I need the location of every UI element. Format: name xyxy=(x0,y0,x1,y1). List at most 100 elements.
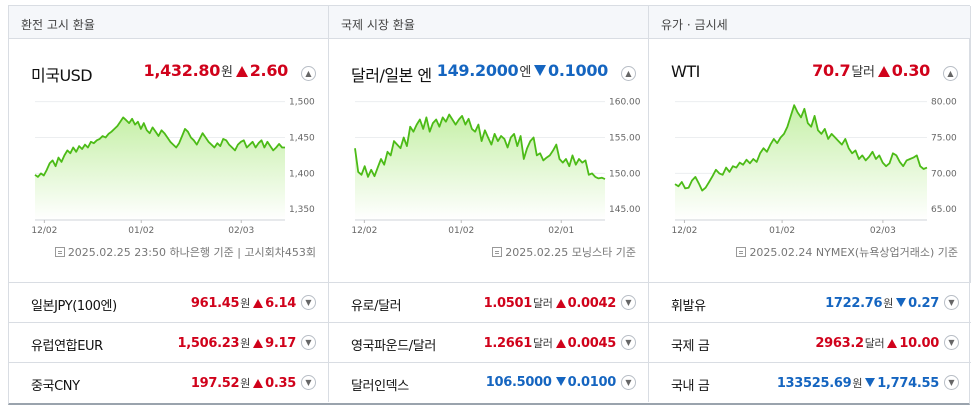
x-tick-label: 02/03 xyxy=(228,226,254,236)
panel-header[interactable]: 국제 시장 환율 xyxy=(329,6,648,39)
y-tick-label: 80.00 xyxy=(931,98,957,108)
area-fill xyxy=(35,117,285,220)
area-fill xyxy=(675,105,927,220)
chevron-down-icon[interactable]: ▼ xyxy=(301,375,316,390)
panel-exchange-rate: 환전 고시 환율 미국USD 1,432.80원 2.60 ▲ 1,500 1,45… xyxy=(9,6,329,282)
quote-name: 달러인덱스 xyxy=(351,379,409,394)
quote-value: 2963.2 xyxy=(815,336,864,351)
x-tick-label: 02/01 xyxy=(548,226,574,236)
quote-name: 휘발유 xyxy=(671,299,706,314)
up-triangle-icon xyxy=(253,339,264,348)
quote-value-group: 1.0501달러 0.0042 xyxy=(483,295,617,311)
chevron-up-icon[interactable]: ▲ xyxy=(621,66,636,81)
quote-value-group: 149.2000엔 0.1000 xyxy=(437,61,609,80)
quote-unit: 달러 xyxy=(864,337,885,350)
quote-cell[interactable]: 휘발유 1722.76원 0.27 ▼ xyxy=(649,283,971,322)
series-line xyxy=(354,113,606,180)
source-note: 2025.02.24 NYMEX(뉴욕상업거래소) 기준 xyxy=(736,244,958,260)
quote-name: 유로/달러 xyxy=(351,299,402,314)
jpy-chart: 160.00 155.00 150.00 145.00 12/02 01/02 02/01 xyxy=(351,98,641,236)
quote-change: 0.1000 xyxy=(548,61,608,80)
area-fill xyxy=(355,114,605,220)
x-tick-label: 01/02 xyxy=(128,226,154,236)
quote-unit: 원 xyxy=(221,65,233,80)
chevron-down-icon[interactable]: ▼ xyxy=(301,295,316,310)
quote-change: 0.0045 xyxy=(567,336,617,351)
quote-name: 국제 금 xyxy=(671,339,710,354)
down-triangle-icon xyxy=(896,298,907,307)
chevron-up-icon[interactable]: ▲ xyxy=(301,66,316,81)
chevron-down-icon[interactable]: ▼ xyxy=(621,295,636,310)
down-triangle-icon xyxy=(534,65,547,76)
y-tick-label: 1,350 xyxy=(289,205,315,215)
panel-oil-gold: 유가 · 금시세 WTI 70.7달러 0.30 ▲ 80.00 75.00 70.0… xyxy=(649,6,971,282)
panel-header[interactable]: 환전 고시 환율 xyxy=(9,6,328,39)
chevron-down-icon[interactable]: ▼ xyxy=(621,375,636,390)
quote-cell[interactable]: 유럽연합EUR 1,506.23원 9.17 ▼ xyxy=(9,323,329,362)
chevron-up-icon[interactable]: ▲ xyxy=(943,66,958,81)
document-icon xyxy=(736,247,747,257)
x-tick-label: 02/03 xyxy=(870,226,896,236)
quote-value-group: 1,506.23원 9.17 xyxy=(177,335,297,351)
quote-unit: 원 xyxy=(240,337,251,350)
quote-value: 961.45 xyxy=(190,296,240,311)
quote-value: 1,506.23 xyxy=(177,336,240,351)
quote-value-group: 1722.76원 0.27 xyxy=(825,295,939,311)
y-tick-label: 75.00 xyxy=(931,133,957,143)
up-triangle-icon xyxy=(253,299,264,308)
quote-change: 10.00 xyxy=(899,336,939,351)
quote-change: 6.14 xyxy=(265,296,296,311)
quote-cell[interactable]: 국제 금 2963.2달러 10.00 ▼ xyxy=(649,323,971,362)
y-tick-label: 155.00 xyxy=(609,133,641,143)
quote-change: 0.0042 xyxy=(567,296,617,311)
quote-name: WTI xyxy=(671,62,700,81)
quote-unit: 원 xyxy=(883,297,894,310)
quote-value: 1.2661 xyxy=(483,336,533,351)
up-triangle-icon xyxy=(877,66,890,77)
quote-unit: 원 xyxy=(852,377,863,390)
main-quote[interactable]: 달러/일본 엔 149.2000엔 0.1000 ▲ xyxy=(351,61,636,85)
down-triangle-icon xyxy=(865,378,876,387)
y-tick-label: 65.00 xyxy=(931,205,957,215)
quote-cell[interactable]: 일본JPY(100엔) 961.45원 6.14 ▼ xyxy=(9,283,329,322)
up-triangle-icon xyxy=(555,339,566,348)
quote-cell[interactable]: 영국파운드/달러 1.2661달러 0.0045 ▼ xyxy=(329,323,649,362)
quote-change: 0.0100 xyxy=(567,375,617,390)
quote-cell[interactable]: 중국CNY 197.52원 0.35 ▼ xyxy=(9,363,329,402)
panel-header[interactable]: 유가 · 금시세 xyxy=(649,6,970,39)
quote-value: 70.7 xyxy=(812,61,851,80)
panel-intl-market: 국제 시장 환율 달러/일본 엔 149.2000엔 0.1000 ▲ 160.0… xyxy=(329,6,649,282)
chevron-down-icon[interactable]: ▼ xyxy=(944,375,959,390)
quote-value: 106.5000 xyxy=(485,375,552,390)
up-triangle-icon xyxy=(887,339,898,348)
y-tick-label: 150.00 xyxy=(609,169,641,179)
y-tick-label: 160.00 xyxy=(609,98,641,108)
chevron-down-icon[interactable]: ▼ xyxy=(944,335,959,350)
quote-name: 영국파운드/달러 xyxy=(351,339,436,354)
main-quote[interactable]: 미국USD 1,432.80원 2.60 ▲ xyxy=(31,61,316,85)
x-tick-label: 12/02 xyxy=(351,226,377,236)
x-tick-label: 01/02 xyxy=(448,226,474,236)
y-tick-label: 1,400 xyxy=(289,169,315,179)
quote-unit: 원 xyxy=(240,377,251,390)
quote-value-group: 1.2661달러 0.0045 xyxy=(483,335,617,351)
quote-value: 1.0501 xyxy=(483,296,533,311)
quote-change: 2.60 xyxy=(249,61,289,80)
quote-cell[interactable]: 달러인덱스 106.5000 0.0100 ▼ xyxy=(329,363,649,402)
main-quote[interactable]: WTI 70.7달러 0.30 ▲ xyxy=(671,61,958,84)
chevron-down-icon[interactable]: ▼ xyxy=(944,295,959,310)
quote-name: 중국CNY xyxy=(31,379,80,394)
document-icon xyxy=(54,247,65,257)
x-tick-label: 12/02 xyxy=(31,226,57,236)
quote-name: 미국USD xyxy=(31,66,93,85)
quote-value-group: 70.7달러 0.30 xyxy=(812,61,930,80)
quote-name: 달러/일본 엔 xyxy=(351,66,432,85)
source-text: 2025.02.25 23:50 하나은행 기준 | 고시회차453회 xyxy=(67,246,316,259)
x-tick-label: 01/02 xyxy=(769,226,795,236)
up-triangle-icon xyxy=(555,299,566,308)
chevron-down-icon[interactable]: ▼ xyxy=(621,335,636,350)
quote-cell[interactable]: 국내 금 133525.69원 1,774.55 ▼ xyxy=(649,363,971,402)
quote-value: 133525.69 xyxy=(776,376,852,391)
chevron-down-icon[interactable]: ▼ xyxy=(301,335,316,350)
quote-cell[interactable]: 유로/달러 1.0501달러 0.0042 ▼ xyxy=(329,283,649,322)
